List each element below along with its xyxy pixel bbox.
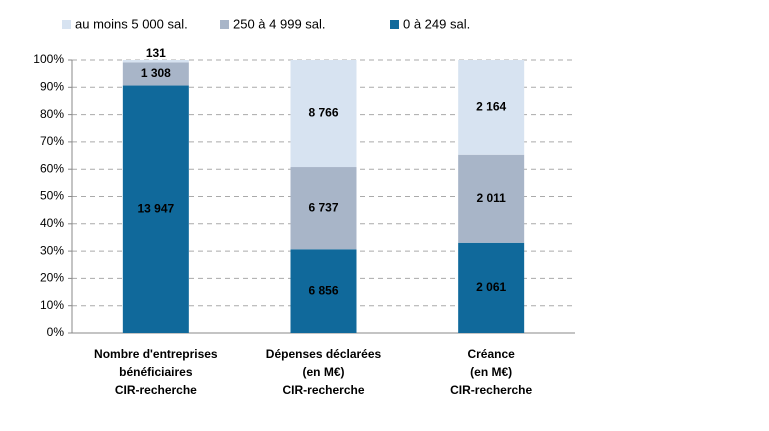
x-tick-label: CIR-recherche [450, 383, 532, 397]
bar-segment [458, 60, 525, 155]
y-tick-label: 80% [40, 107, 64, 121]
y-tick-label: 0% [47, 325, 65, 339]
legend-swatch [62, 20, 71, 29]
data-label: 1 308 [141, 66, 171, 80]
x-tick-label: bénéficiaires [119, 365, 193, 379]
bar-segment [290, 167, 357, 250]
y-tick-label: 100% [33, 52, 64, 66]
x-tick-label: (en M€) [303, 365, 345, 379]
x-tick-label: (en M€) [470, 365, 512, 379]
x-tick-label: Nombre d'entreprises [94, 347, 218, 361]
x-tick-label: CIR-recherche [115, 383, 197, 397]
y-tick-label: 90% [40, 79, 64, 93]
data-label: 13 947 [137, 201, 174, 215]
bar-segment [290, 60, 357, 168]
x-tick-label: Créance [467, 347, 515, 361]
legend-swatch [220, 20, 229, 29]
legend-label: au moins 5 000 sal. [75, 16, 188, 31]
x-tick-label: CIR-recherche [282, 383, 364, 397]
y-tick-label: 60% [40, 161, 64, 175]
bar-segment [458, 242, 525, 333]
y-tick-label: 50% [40, 189, 64, 203]
x-tick-label: Dépenses déclarées [266, 347, 382, 361]
data-label: 131 [146, 46, 166, 60]
bar-segment [122, 60, 189, 63]
legend-label: 0 à 249 sal. [403, 16, 470, 31]
data-label: 6 737 [308, 200, 338, 214]
y-tick-label: 30% [40, 243, 64, 257]
data-label: 2 011 [476, 191, 506, 205]
bar-segment [290, 249, 357, 333]
y-tick-label: 40% [40, 216, 64, 230]
y-tick-label: 20% [40, 271, 64, 285]
bar-segment [122, 62, 189, 86]
data-label: 2 061 [476, 280, 506, 294]
y-tick-label: 70% [40, 134, 64, 148]
bar-segment [122, 85, 189, 333]
legend-swatch [390, 20, 399, 29]
data-label: 8 766 [308, 106, 338, 120]
data-label: 6 856 [308, 283, 338, 297]
bar-segment [458, 154, 525, 243]
legend-label: 250 à 4 999 sal. [233, 16, 326, 31]
y-tick-label: 10% [40, 298, 64, 312]
data-label: 2 164 [476, 100, 506, 114]
